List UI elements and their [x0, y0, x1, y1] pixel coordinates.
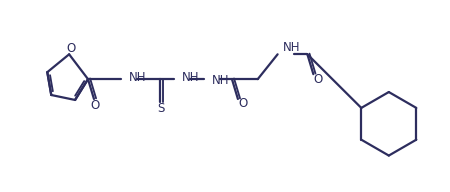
Text: O: O	[238, 98, 248, 110]
Text: NH: NH	[212, 74, 230, 87]
Text: O: O	[90, 99, 99, 113]
Text: NH: NH	[182, 71, 200, 84]
Text: S: S	[157, 102, 164, 115]
Text: NH: NH	[129, 71, 146, 84]
Text: NH: NH	[283, 41, 300, 54]
Text: O: O	[314, 73, 323, 86]
Text: O: O	[67, 42, 76, 55]
